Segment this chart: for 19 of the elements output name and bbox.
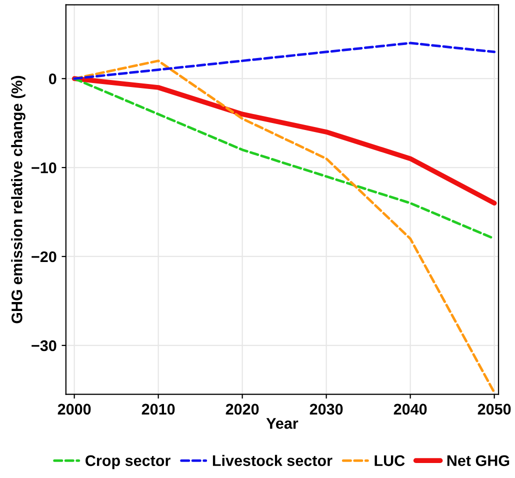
legend-label: Crop sector <box>86 455 170 470</box>
x-tick-label: 2030 <box>310 404 343 415</box>
x-axis-title: Year <box>266 418 298 429</box>
x-tick-label: 2040 <box>394 404 427 415</box>
line-series <box>73 60 496 394</box>
line-series <box>72 76 497 206</box>
legend-label: Livestock sector <box>212 454 332 466</box>
y-tick-label: −20 <box>32 251 56 262</box>
legend-label: Net GHG <box>447 455 510 466</box>
y-tick-label: 0 <box>49 73 56 84</box>
line-series <box>73 42 496 80</box>
x-tick-label: 2000 <box>58 404 91 415</box>
x-tick-label: 2050 <box>478 404 511 415</box>
y-axis-title: GHG emission relative change (%) <box>11 76 26 324</box>
y-tick-label: −30 <box>32 340 56 352</box>
legend-label: LUC <box>374 455 405 466</box>
y-tick-label: −10 <box>32 162 56 174</box>
x-tick-label: 2020 <box>226 404 259 415</box>
x-tick-label: 2010 <box>142 404 175 415</box>
